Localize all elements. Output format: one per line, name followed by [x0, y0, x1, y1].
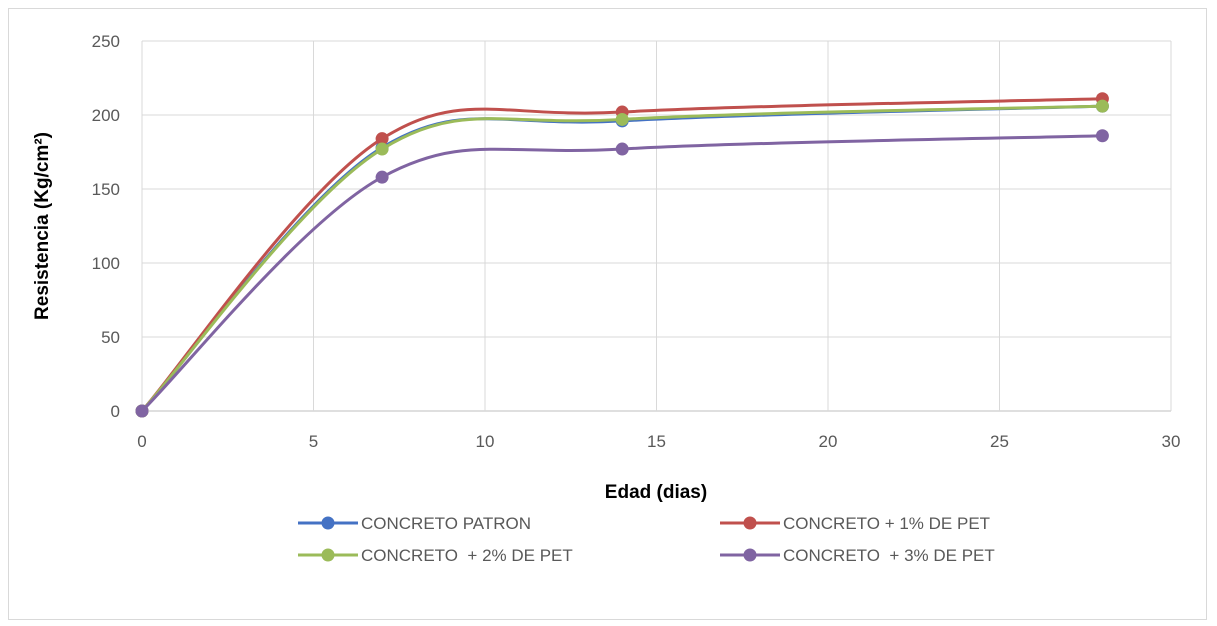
data-point [135, 404, 149, 418]
series-lines [135, 92, 1109, 418]
y-tick-label: 50 [101, 328, 120, 347]
y-tick-label: 250 [92, 32, 120, 51]
x-tick-label: 5 [309, 432, 318, 451]
legend-marker [743, 548, 757, 562]
y-tick-label: 0 [111, 402, 120, 421]
x-tick-label: 0 [137, 432, 146, 451]
x-tick-label: 10 [476, 432, 495, 451]
data-point [1095, 99, 1109, 113]
x-axis-title: Edad (dias) [605, 482, 707, 503]
legend-label: CONCRETO PATRON [361, 514, 531, 533]
data-point [375, 142, 389, 156]
legend-item: CONCRETO + 2% DE PET [298, 546, 573, 565]
axis-ticks: 0 50 100 150 200 250 0 5 10 15 20 25 30 [92, 32, 1181, 451]
series-line [140, 104, 1104, 413]
series-line [140, 134, 1104, 413]
legend-label: CONCRETO + 1% DE PET [783, 514, 990, 533]
y-tick-label: 150 [92, 180, 120, 199]
data-point [615, 112, 629, 126]
data-point [615, 142, 629, 156]
series-2 [135, 92, 1109, 418]
y-tick-label: 200 [92, 106, 120, 125]
y-tick-label: 100 [92, 254, 120, 273]
x-tick-label: 25 [990, 432, 1009, 451]
series-line [140, 97, 1104, 413]
legend-item: CONCRETO + 3% DE PET [720, 546, 995, 565]
legend: CONCRETO PATRON CONCRETO + 1% DE PET CONCR… [298, 514, 995, 565]
legend-item: CONCRETO PATRON [298, 514, 531, 533]
data-point [375, 170, 389, 184]
legend-item: CONCRETO + 1% DE PET [720, 514, 990, 533]
x-tick-label: 20 [819, 432, 838, 451]
y-axis-title: Resistencia (Kg/cm²) [32, 132, 53, 320]
legend-label: CONCRETO + 2% DE PET [361, 546, 573, 565]
x-tick-label: 15 [647, 432, 666, 451]
legend-label: CONCRETO + 3% DE PET [783, 546, 995, 565]
gridlines [141, 40, 1172, 412]
data-point [375, 132, 389, 146]
data-point [1095, 129, 1109, 143]
x-tick-label: 30 [1162, 432, 1181, 451]
series-4 [135, 129, 1109, 418]
legend-marker [321, 516, 335, 530]
legend-marker [321, 548, 335, 562]
legend-marker [743, 516, 757, 530]
